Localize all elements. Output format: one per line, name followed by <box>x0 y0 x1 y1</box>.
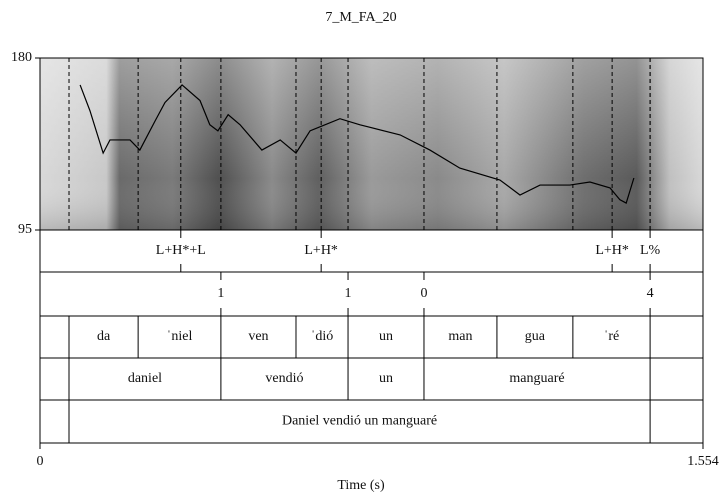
pitch-track <box>79 84 635 204</box>
interval-label: da <box>97 329 111 344</box>
point-label: L% <box>640 243 661 258</box>
point-label: L+H*+L <box>156 243 206 258</box>
point-label: 4 <box>647 286 654 301</box>
chart-title: 7_M_FA_20 <box>325 10 396 25</box>
interval-label: ˈniel <box>167 329 193 344</box>
x-tick-label: 0 <box>37 454 44 469</box>
interval-label: vendió <box>265 371 303 386</box>
point-label: L+H* <box>595 243 629 258</box>
y-tick-label: 180 <box>11 50 32 65</box>
interval-label: un <box>379 329 393 344</box>
frame <box>39 57 704 444</box>
interval-label: man <box>448 329 472 344</box>
interval-label: Daniel vendió un manguaré <box>282 414 437 429</box>
point-label: 1 <box>345 286 352 301</box>
point-label: 0 <box>420 286 427 301</box>
y-tick-label: 95 <box>18 222 32 237</box>
spectrogram-shade <box>40 58 703 230</box>
interval-label: gua <box>525 329 546 344</box>
point-label: 1 <box>217 286 224 301</box>
interval-label: daniel <box>128 371 162 386</box>
x-axis-label: Time (s) <box>337 478 385 493</box>
interval-label: manguaré <box>509 371 564 386</box>
interval-label: ven <box>248 329 268 344</box>
point-label: L+H* <box>304 243 338 258</box>
interval-label: un <box>379 371 393 386</box>
interval-label: ˈré <box>604 329 620 344</box>
x-tick-label: 1.554 <box>687 454 719 469</box>
interval-label: ˈdió <box>311 329 334 344</box>
